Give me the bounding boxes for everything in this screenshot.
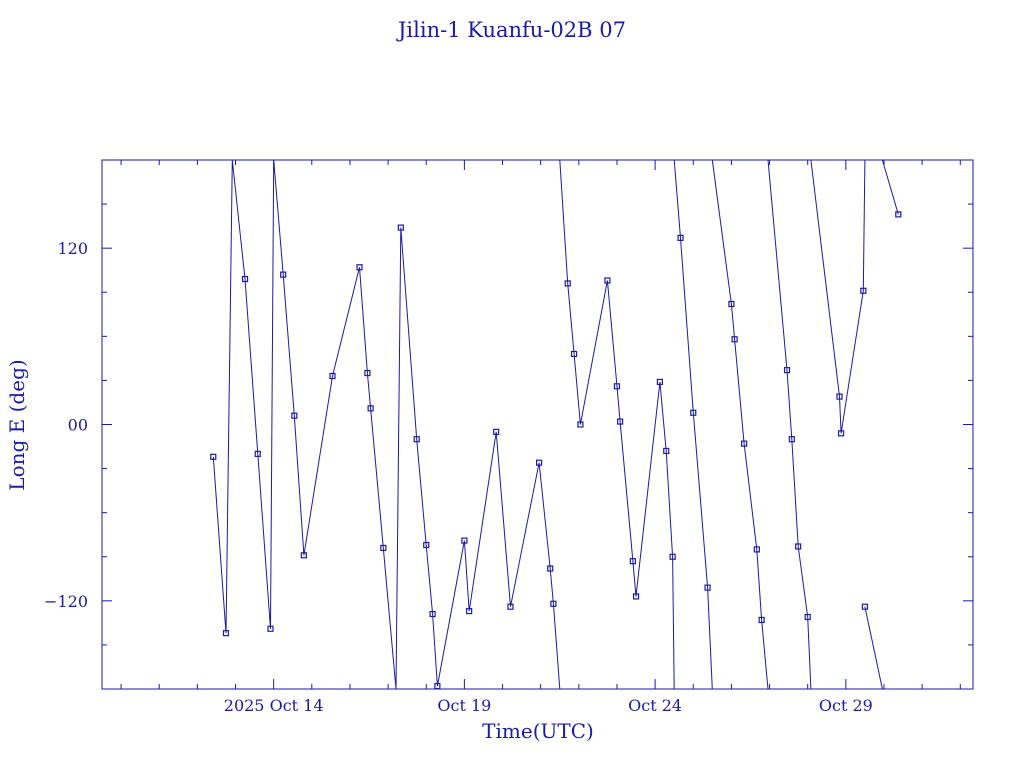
data-point [280, 271, 287, 278]
data-point [267, 625, 274, 632]
data-point [860, 287, 867, 294]
data-point [507, 603, 514, 610]
data-point [466, 608, 473, 615]
x-tick-label: Oct 19 [437, 696, 491, 715]
data-point [550, 600, 557, 607]
data-point [704, 584, 711, 591]
x-tick-label: Oct 24 [628, 696, 682, 715]
data-point [210, 453, 217, 460]
data-point [413, 436, 420, 443]
data-point [367, 405, 374, 412]
data-point [788, 436, 795, 443]
data-point [577, 421, 584, 428]
series-line [673, 160, 713, 689]
data-point [731, 336, 738, 343]
data-point [795, 543, 802, 550]
series-line [559, 160, 675, 689]
data-point [632, 593, 640, 600]
data-point [663, 447, 670, 455]
data-point [804, 613, 811, 621]
series-line [212, 160, 561, 689]
series-line [881, 160, 899, 215]
data-point [300, 552, 307, 559]
data-point [617, 418, 624, 425]
data-point [690, 409, 697, 416]
data-point [397, 224, 404, 231]
data-point [380, 544, 387, 552]
data-point [836, 393, 843, 400]
data-point [535, 459, 543, 466]
data-point [741, 440, 748, 447]
data-point [604, 277, 611, 284]
data-point [783, 367, 791, 374]
data-point [423, 541, 430, 549]
data-point [241, 275, 249, 283]
data-point [895, 211, 902, 218]
data-point [329, 372, 336, 380]
y-tick-label: 00 [68, 416, 88, 435]
data-point [677, 234, 684, 241]
data-point [758, 616, 765, 624]
data-point [291, 412, 298, 419]
chart-title: Jilin-1 Kuanfu-02B 07 [396, 18, 626, 42]
data-point [254, 450, 261, 457]
data-point [656, 378, 663, 385]
plot-area [210, 160, 902, 690]
series-line [864, 606, 883, 689]
data-point [861, 603, 869, 610]
data-point [356, 264, 363, 271]
y-axis-ticks: −120 00 120 [44, 159, 973, 690]
data-point [222, 630, 230, 637]
x-tick-label: 2025 Oct 14 [224, 696, 324, 715]
data-point [837, 430, 845, 437]
data-point [728, 300, 735, 308]
series-line [767, 160, 812, 689]
data-point [570, 350, 578, 358]
x-axis-label: Time(UTC) [482, 719, 594, 743]
series-line [810, 160, 866, 434]
data-point [461, 537, 468, 544]
data-point [364, 369, 371, 377]
data-point [493, 428, 500, 435]
data-point [429, 610, 436, 618]
x-tick-label: Oct 29 [819, 696, 873, 715]
x-axis-ticks: 2025 Oct 14 Oct 19 Oct 24 Oct 29 [120, 160, 961, 715]
data-point [613, 383, 621, 390]
data-point [564, 280, 571, 287]
data-point [753, 546, 760, 553]
y-tick-label: 120 [57, 239, 88, 258]
y-tick-label: −120 [44, 592, 88, 611]
data-point [547, 565, 554, 572]
y-axis-label: Long E (deg) [5, 359, 29, 490]
data-point [629, 558, 636, 565]
data-point [669, 553, 676, 560]
series-line [711, 160, 769, 689]
